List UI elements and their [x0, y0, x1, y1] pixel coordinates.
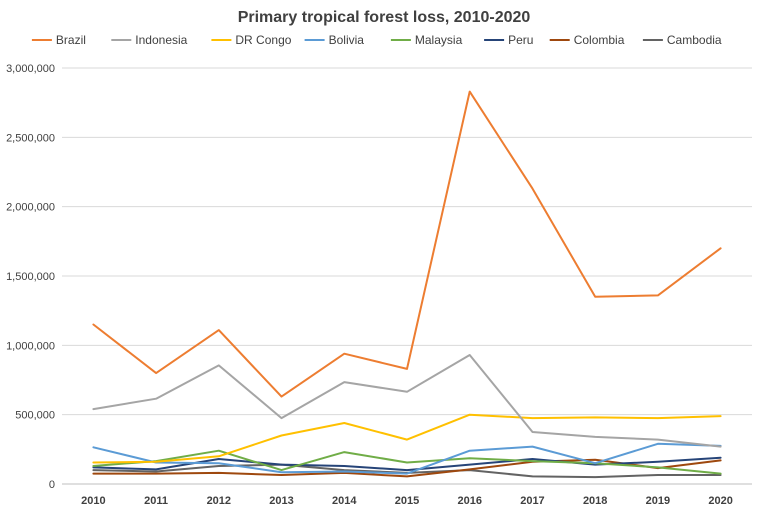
x-tick-label: 2012 [207, 495, 231, 507]
legend-item-colombia: Colombia [549, 33, 625, 47]
legend-label: DR Congo [235, 33, 291, 47]
y-tick-label: 1,500,000 [6, 271, 55, 283]
legend-item-bolivia: Bolivia [304, 33, 365, 47]
legend-item-malaysia: Malaysia [390, 33, 463, 47]
legend-label: Peru [508, 33, 533, 47]
series-group [92, 90, 722, 479]
x-tick-label: 2011 [144, 495, 168, 507]
legend-label: Bolivia [329, 33, 365, 47]
legend-label: Indonesia [135, 33, 187, 47]
x-tick-label: 2014 [332, 495, 357, 507]
x-tick-label: 2019 [646, 495, 670, 507]
series-line-bolivia [92, 442, 722, 475]
series-line-colombia [92, 458, 722, 478]
series-line-dr-congo [92, 413, 722, 464]
y-tick-label: 500,000 [15, 410, 55, 422]
legend-label: Brazil [56, 33, 86, 47]
y-tick-label: 2,500,000 [6, 132, 55, 144]
y-tick-label: 1,000,000 [6, 340, 55, 352]
legend-label: Colombia [574, 33, 625, 47]
legend-item-cambodia: Cambodia [642, 33, 722, 47]
chart-title: Primary tropical forest loss, 2010-2020 [238, 9, 531, 26]
x-tick-label: 2015 [395, 495, 419, 507]
legend: Brazil Indonesia DR Congo Bolivia Malaysia Pe… [31, 33, 722, 47]
y-tick-label: 2,000,000 [6, 202, 55, 214]
x-tick-label: 2010 [81, 495, 105, 507]
x-axis: 2010 2011 2012 2013 2014 2015 2016 2017 2018 2019… [81, 495, 733, 507]
y-tick-label: 3,000,000 [6, 63, 55, 75]
legend-item-indonesia: Indonesia [111, 33, 188, 47]
legend-item-dr-congo: DR Congo [211, 33, 292, 47]
x-tick-label: 2020 [708, 495, 732, 507]
x-tick-label: 2017 [520, 495, 544, 507]
legend-item-brazil: Brazil [31, 33, 86, 47]
x-tick-label: 2018 [583, 495, 607, 507]
x-tick-label: 2013 [269, 495, 293, 507]
series-line-indonesia [92, 354, 722, 448]
series-line-malaysia [92, 449, 722, 475]
x-tick-label: 2016 [457, 495, 481, 507]
y-tick-label: 0 [49, 479, 55, 491]
y-axis: 0 500,000 1,000,000 1,500,000 2,000,000 2,500… [6, 63, 55, 491]
legend-label: Malaysia [415, 33, 463, 47]
series-line-brazil [92, 90, 722, 398]
gridlines [62, 67, 752, 485]
legend-item-peru: Peru [484, 33, 533, 47]
legend-label: Cambodia [667, 33, 722, 47]
